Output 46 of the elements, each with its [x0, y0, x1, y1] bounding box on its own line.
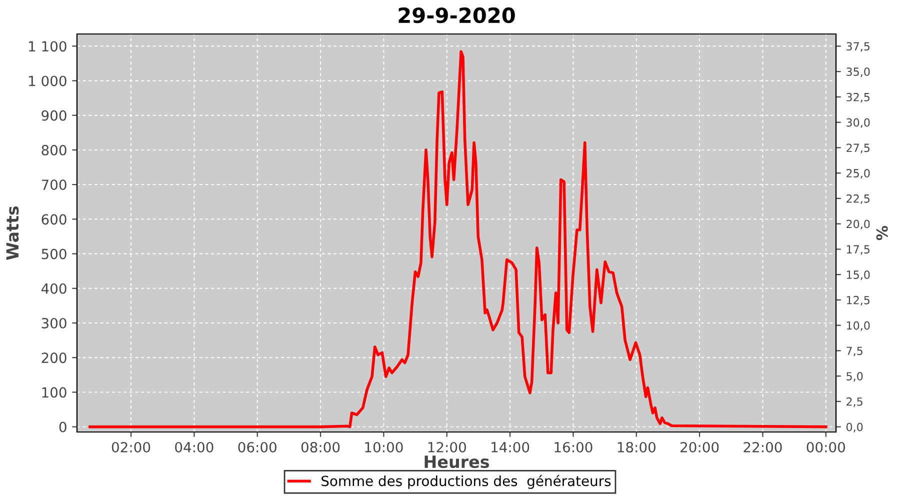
- x-tick-label: 06:00: [238, 442, 276, 452]
- y-axis-title: Watts: [6, 206, 19, 260]
- y2-tick-label: 12,5: [846, 296, 870, 306]
- line-series: [88, 50, 828, 428]
- x-tick-label: 22:00: [744, 442, 782, 452]
- y2-tick-label: 17,5: [846, 245, 870, 255]
- x-axis-title: Heures: [424, 456, 489, 468]
- legend-label: Somme des productions des générateurs: [322, 474, 611, 489]
- y2-tick-label: 2,5: [846, 397, 862, 407]
- y2-tick-label: 32,5: [846, 92, 870, 102]
- x-tick-label: 10:00: [365, 442, 403, 452]
- y-tick-label: 700: [42, 180, 66, 190]
- y-tick-label: 600: [42, 214, 66, 225]
- x-tick-label: 08:00: [301, 442, 340, 452]
- y-tick-label: 200: [42, 352, 66, 364]
- y-tick-label: 1 000: [29, 76, 66, 86]
- x-tick-label: 12:00: [428, 442, 466, 452]
- x-tick-label: 04:00: [175, 442, 214, 452]
- y2-tick-label: 30,0: [846, 118, 870, 128]
- y-tick-label: 0: [59, 422, 66, 432]
- y-tick-label: 1 100: [29, 41, 66, 52]
- x-tick-label: 18:00: [618, 442, 656, 452]
- y-tick-label: 500: [42, 248, 66, 260]
- y2-tick-label: 15,0: [846, 270, 870, 280]
- y2-tick-label: 25,0: [846, 169, 870, 179]
- y2-tick-label: 22,5: [846, 194, 870, 204]
- y-tick-label: 800: [42, 144, 66, 156]
- y-tick-label: 400: [41, 283, 66, 294]
- y2-axis-title: %: [876, 226, 888, 240]
- y2-tick-label: 20,0: [846, 220, 870, 230]
- x-tick-label: 16:00: [554, 442, 592, 452]
- y-tick-label: 300: [42, 318, 66, 328]
- x-tick-label: 20:00: [680, 442, 719, 452]
- y2-tick-label: 0,0: [846, 422, 863, 432]
- y2-tick-label: 10,0: [846, 321, 870, 331]
- x-tick-label: 14:00: [492, 442, 530, 452]
- y2-tick-label: 5,0: [846, 372, 863, 382]
- y2-tick-label: 27,5: [846, 144, 870, 154]
- x-tick-label: 00:00: [806, 442, 845, 452]
- x-tick-label: 02:00: [112, 442, 150, 452]
- y2-tick-label: 35,0: [846, 68, 870, 78]
- chart-title: 29-9-2020: [398, 7, 515, 24]
- y-tick-label: 900: [42, 110, 66, 121]
- y-tick-label: 100: [42, 387, 66, 398]
- y2-tick-label: 37,5: [846, 42, 870, 52]
- y2-tick-label: 7,5: [846, 346, 862, 356]
